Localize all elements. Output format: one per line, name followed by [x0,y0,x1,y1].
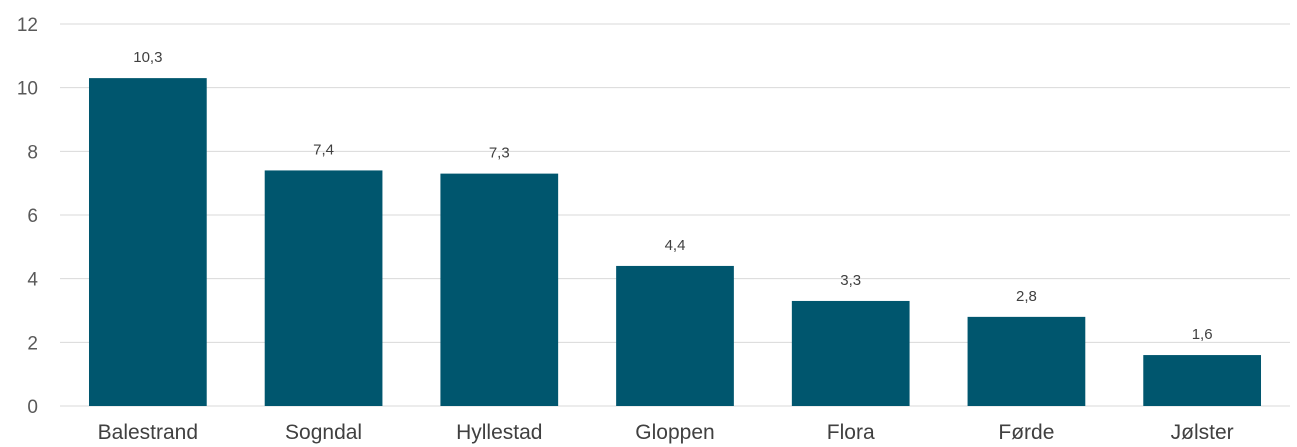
category-label: Gloppen [635,421,714,444]
y-tick-label: 6 [27,206,38,227]
category-label: Hyllestad [456,421,542,444]
bar [88,78,207,406]
data-labels: 10,3 7,4 7,3 4,4 3,3 2,8 1,6 [133,49,1212,343]
data-label: 10,3 [133,49,162,66]
category-label: Sogndal [285,421,362,444]
y-tick-label: 0 [27,397,38,418]
y-tick-label: 4 [27,270,38,291]
y-axis-tick-labels: 0 2 4 6 8 10 12 [17,15,39,418]
y-tick-label: 8 [27,142,38,163]
data-label: 3,3 [840,272,861,289]
data-label: 4,4 [665,237,686,254]
data-label: 1,6 [1192,326,1213,343]
bar [264,170,383,406]
bar [1143,355,1262,406]
y-tick-label: 10 [17,79,38,100]
y-tick-label: 2 [27,333,38,354]
bar [616,265,734,406]
data-label: 2,8 [1016,288,1037,305]
category-label: Flora [827,421,875,444]
bar [440,173,559,406]
data-label: 7,4 [313,141,334,158]
data-label: 7,3 [489,145,510,162]
bars [88,78,1262,406]
bar [967,316,1086,406]
category-label: Balestrand [98,421,198,444]
category-label: Førde [998,421,1054,444]
category-label: Jølster [1171,421,1234,444]
bar [791,300,910,406]
category-labels: Balestrand Sogndal Hyllestad Gloppen Flora Fø… [98,421,1234,444]
y-tick-label: 12 [17,15,38,36]
